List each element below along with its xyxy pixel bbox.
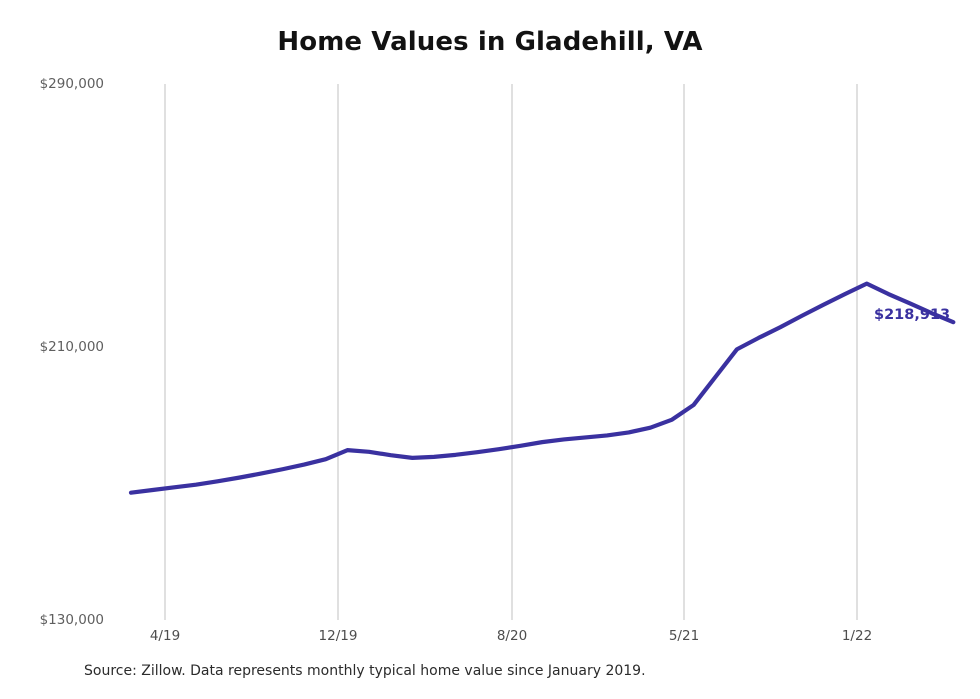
- y-axis: $290,000 $210,000 $130,000: [0, 0, 104, 640]
- data-series-line: [128, 281, 956, 495]
- x-tick-label-1-22: 1/22: [841, 628, 873, 644]
- x-tick-label-4-19: 4/19: [149, 628, 181, 644]
- x-tick-label-8-20: 8/20: [496, 628, 528, 644]
- y-tick-label-130000: $130,000: [39, 612, 104, 628]
- chart-title: Home Values in Gladehill, VA: [277, 27, 703, 57]
- x-axis: 4/19 12/19 8/20 5/21 1/22: [0, 620, 980, 654]
- y-tick-label-210000: $210,000: [39, 339, 104, 355]
- plot-area: [128, 84, 956, 620]
- x-tick-label-12-19: 12/19: [318, 628, 358, 644]
- source-note: Source: Zillow. Data represents monthly …: [84, 663, 646, 679]
- y-tick-label-290000: $290,000: [39, 76, 104, 92]
- x-tick-label-5-21: 5/21: [668, 628, 700, 644]
- end-value-annotation: $218,913: [874, 307, 951, 323]
- line-chart-svg: [128, 84, 956, 620]
- gridlines-group: [164, 84, 858, 620]
